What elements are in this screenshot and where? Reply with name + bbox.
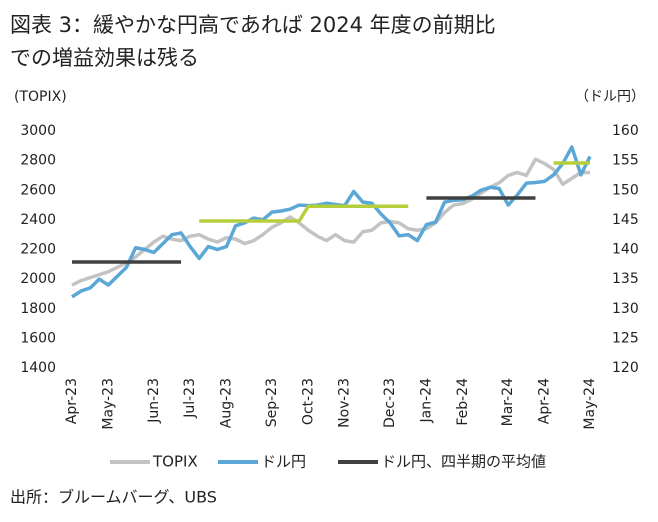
x-tick-label: Jan-24: [418, 378, 434, 424]
y2-tick-label: 135: [612, 271, 639, 287]
y-tick-label: 1800: [20, 301, 56, 317]
y2-tick-label: 120: [612, 360, 639, 376]
chart-title: での増益効果は残る: [10, 46, 199, 70]
series-line: [71, 157, 590, 287]
y-tick-label: 2200: [20, 242, 56, 258]
y-axis-label: (TOPIX): [14, 89, 67, 105]
source: 出所：ブルームバーグ、UBS: [10, 488, 217, 507]
y2-tick-label: 145: [612, 212, 639, 228]
y-tick-label: 1400: [20, 360, 56, 376]
y2-tick-label: 155: [612, 153, 639, 169]
y-tick-label: 2600: [20, 182, 56, 198]
y2-tick-label: 150: [612, 182, 639, 198]
x-tick-label: Jun-23: [146, 378, 162, 424]
y2-tick-label: 125: [612, 330, 639, 346]
y2-tick-label: 160: [612, 123, 639, 139]
y-tick-label: 3000: [20, 123, 56, 139]
x-tick-label: Sep-23: [264, 378, 280, 427]
x-tick-label: Nov-23: [337, 378, 353, 428]
x-tick-label: Feb-24: [455, 378, 471, 426]
legend-label: ドル円: [261, 453, 306, 471]
x-tick-label: Aug-23: [218, 378, 234, 428]
chart-title: 図表 3：緩やかな円高であれば 2024 年度の前期比: [10, 13, 496, 37]
x-tick-label: Jul-23: [182, 378, 198, 419]
x-tick-label: Apr-23: [64, 378, 80, 424]
x-tick-label: Apr-24: [537, 378, 553, 424]
y-tick-label: 2400: [20, 212, 56, 228]
x-tick-label: May-23: [100, 378, 116, 430]
x-tick-label: Oct-23: [300, 378, 316, 425]
series-line: [199, 204, 409, 223]
y-tick-label: 2800: [20, 153, 56, 169]
y2-axis-label: （ドル円）: [575, 89, 645, 105]
legend-label: TOPIX: [152, 453, 198, 471]
series-line: [71, 145, 592, 299]
y-tick-label: 1600: [20, 330, 56, 346]
y2-tick-label: 140: [612, 242, 639, 258]
x-tick-label: Mar-24: [500, 378, 516, 426]
x-tick-label: May-24: [582, 378, 598, 430]
y2-tick-label: 130: [612, 301, 639, 317]
y-tick-label: 2000: [20, 271, 56, 287]
legend-label: ドル円、四半期の平均値: [381, 453, 546, 471]
x-tick-label: Dec-23: [382, 378, 398, 428]
